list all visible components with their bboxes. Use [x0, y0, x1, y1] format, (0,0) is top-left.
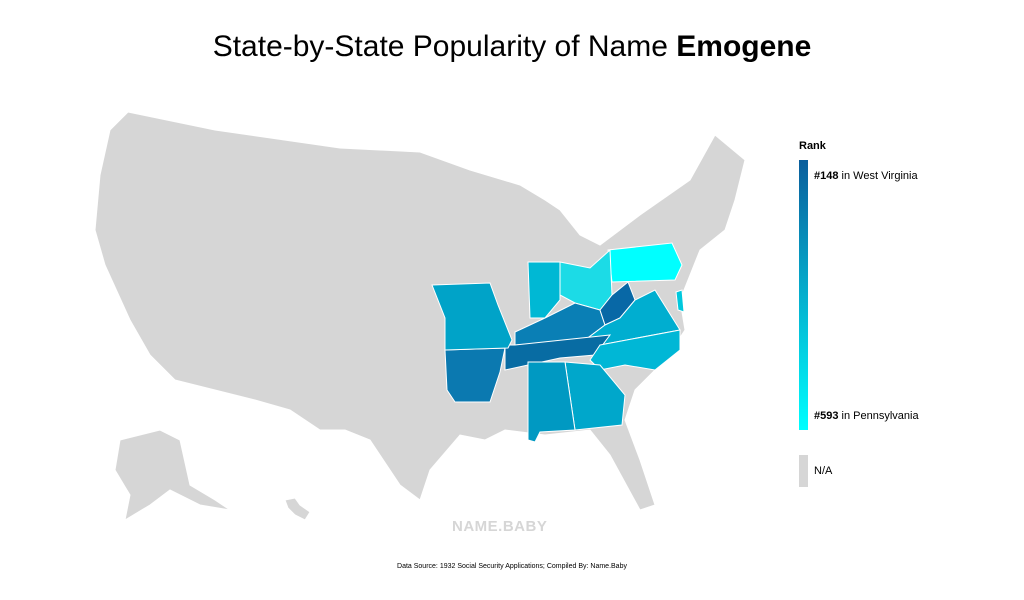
legend-title: Rank [799, 140, 826, 152]
source: Data Source: 1932 Social Security Applic… [397, 563, 627, 570]
legend-top-rank: #148 [814, 170, 839, 182]
legend-bottom-rank: #593 [814, 410, 839, 422]
title-text: State-by-State Popularity of Name [212, 30, 668, 63]
state-pennsylvania [607, 242, 683, 283]
state-missouri [431, 282, 513, 351]
legend-bottom-state: in Pennsylvania [841, 410, 919, 422]
state-delaware [675, 289, 685, 313]
legend-top: #148 in West Virginia [814, 170, 918, 182]
state-north-carolina [589, 329, 681, 371]
state-alabama [527, 361, 576, 443]
watermark: NAME.BABY [452, 518, 548, 535]
legend-gradient [799, 160, 808, 430]
legend-na-swatch [799, 455, 808, 487]
title-name: Emogene [676, 30, 812, 63]
legend-na: N/A [814, 465, 833, 477]
title: State-by-State Popularity of Name Emogen… [0, 30, 1024, 64]
alaska [114, 429, 231, 522]
legend-bottom: #593 in Pennsylvania [814, 410, 919, 422]
state-indiana [527, 261, 561, 319]
hawaii [284, 497, 311, 521]
legend-top-state: in West Virginia [841, 170, 918, 182]
